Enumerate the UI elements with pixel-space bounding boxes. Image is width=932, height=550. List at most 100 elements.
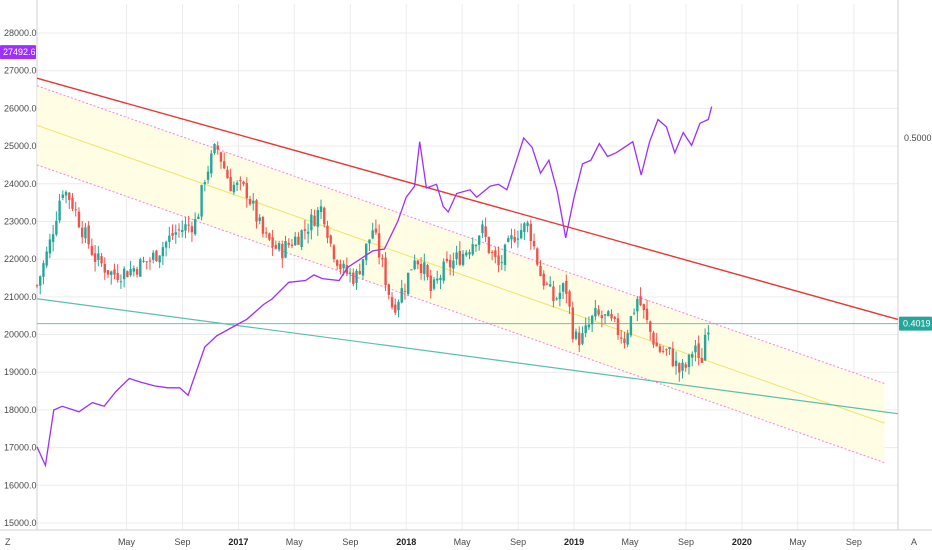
time-axis-tick-label: 2019 xyxy=(564,537,584,547)
candle-body xyxy=(300,230,303,248)
candle-body xyxy=(35,285,39,287)
candle-body xyxy=(410,269,413,271)
candle-body xyxy=(400,288,403,303)
candle-body xyxy=(419,264,423,273)
candle-body xyxy=(126,271,129,278)
candle-body xyxy=(252,200,255,204)
candle-body xyxy=(616,318,620,336)
candle-body xyxy=(700,357,704,363)
candle-body xyxy=(658,346,662,352)
candle-body xyxy=(429,275,432,291)
time-axis-tick-label: 2020 xyxy=(732,537,752,547)
candle-body xyxy=(303,229,307,231)
candle-body xyxy=(368,239,371,244)
candle-body xyxy=(177,229,181,231)
candle-body xyxy=(703,334,707,361)
candle-body xyxy=(61,194,65,198)
candle-body xyxy=(184,224,187,231)
candle-body xyxy=(335,260,339,266)
candle-body xyxy=(68,192,71,200)
candle-body xyxy=(568,291,571,307)
candle-body xyxy=(55,220,58,235)
time-axis-tick-label: May xyxy=(454,537,472,547)
candle-body xyxy=(264,232,268,234)
candle-body xyxy=(187,224,190,226)
candle-body xyxy=(197,216,200,219)
candle-body xyxy=(93,253,97,263)
time-axis-tick-label: 2018 xyxy=(396,537,416,547)
candle-body xyxy=(652,332,655,345)
candle-body xyxy=(71,197,74,209)
candle-body xyxy=(584,325,587,334)
last-price-badge xyxy=(0,45,36,60)
right-ratio-axis[interactable]: 0.5000 xyxy=(904,133,932,143)
price-badges: 27492.6 0.4019 xyxy=(0,45,932,331)
time-axis[interactable]: May Sep 2017 May Sep 2018 May Sep 2019 May Sep 2020… xyxy=(118,537,862,547)
candle-body xyxy=(223,161,226,169)
time-axis-tick-label: May xyxy=(621,537,639,547)
candle-body xyxy=(377,233,381,258)
candle-body xyxy=(661,350,665,352)
candle-body xyxy=(113,269,116,275)
candle-body xyxy=(555,298,558,300)
candle-body xyxy=(45,251,48,266)
candle-body xyxy=(539,265,542,277)
candle-body xyxy=(358,271,361,275)
auto-scale-button[interactable]: A xyxy=(911,537,917,547)
candle-body xyxy=(323,207,326,225)
candle-body xyxy=(80,227,84,238)
candle-body xyxy=(371,230,374,239)
candle-body xyxy=(526,222,529,227)
candle-body xyxy=(578,332,581,346)
candle-body xyxy=(684,364,687,368)
candle-body xyxy=(48,239,52,254)
candle-body xyxy=(452,260,455,269)
candle-body xyxy=(232,184,236,193)
candle-body xyxy=(284,241,287,258)
candle-body xyxy=(497,255,500,266)
candle-body xyxy=(468,252,471,255)
candle-body xyxy=(423,262,426,275)
left-price-axis[interactable]: 15000.0 16000.0 17000.0 18000.0 19000.0 20000… xyxy=(4,28,37,528)
candle-body xyxy=(384,257,387,286)
candle-body xyxy=(542,273,545,286)
channel-upper-line xyxy=(36,85,885,385)
candle-body xyxy=(574,331,578,339)
candle-body xyxy=(507,238,510,242)
candle-body xyxy=(51,234,55,242)
candle-body xyxy=(655,342,658,347)
candle-body xyxy=(432,279,436,289)
candle-body xyxy=(603,314,607,316)
candle-body xyxy=(242,181,245,185)
candle-body xyxy=(313,215,316,226)
candle-body xyxy=(129,269,132,276)
candle-body xyxy=(365,243,368,261)
candle-body xyxy=(552,286,555,302)
candle-body xyxy=(226,169,229,179)
candle-body xyxy=(697,343,700,358)
left-axis-tick-label: 27000.0 xyxy=(4,66,37,76)
candle-body xyxy=(248,199,252,205)
candle-body xyxy=(271,237,274,247)
timezone-button[interactable]: Z xyxy=(5,537,11,547)
time-axis-tick-label: May xyxy=(286,537,304,547)
candle-body xyxy=(132,268,136,272)
left-axis-tick-label: 22000.0 xyxy=(4,254,37,264)
candle-body xyxy=(548,284,552,287)
left-axis-tick-label: 18000.0 xyxy=(4,405,37,415)
candle-body xyxy=(594,308,597,317)
ratio-series xyxy=(36,106,713,468)
time-axis-tick-label: 2017 xyxy=(228,537,248,547)
candle-body xyxy=(306,231,310,234)
candle-body xyxy=(565,280,568,294)
candle-body xyxy=(103,263,106,273)
candle-body xyxy=(626,333,629,345)
candle-body xyxy=(110,271,113,275)
left-axis-tick-label: 16000.0 xyxy=(4,480,37,490)
candle-body xyxy=(639,296,642,306)
candle-body xyxy=(190,226,194,233)
candle-body xyxy=(426,265,429,278)
ratio-current-badge xyxy=(899,316,932,331)
candle-body xyxy=(691,354,694,358)
